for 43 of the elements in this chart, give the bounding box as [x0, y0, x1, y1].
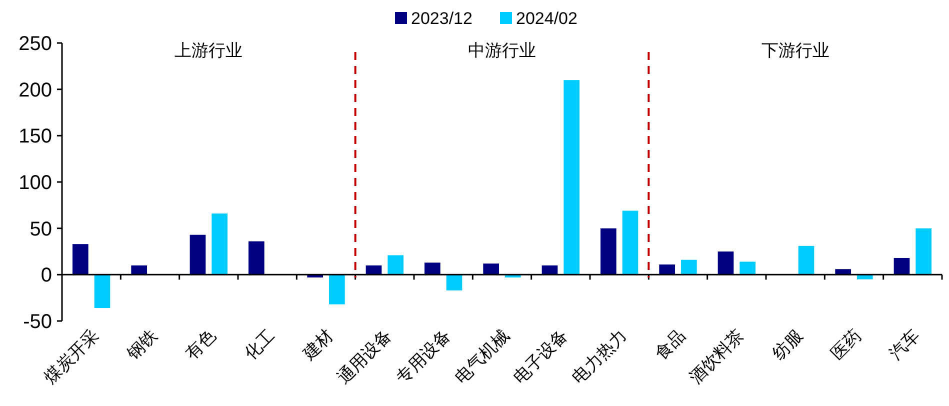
bar — [483, 264, 499, 275]
bar — [916, 228, 932, 275]
bar — [835, 269, 851, 275]
legend-label: 2024/02 — [516, 9, 578, 28]
x-tick-label: 医药 — [827, 326, 865, 364]
legend-label: 2023/12 — [411, 9, 472, 28]
bar — [190, 234, 206, 275]
bar — [894, 258, 910, 275]
y-tick-label: 200 — [18, 79, 52, 102]
y-tick-label: 0 — [40, 264, 52, 287]
bar — [740, 262, 756, 275]
bar — [248, 241, 264, 275]
y-tick-label: 150 — [18, 126, 52, 148]
bar — [564, 80, 580, 275]
x-tick-label: 钢铁 — [122, 326, 161, 364]
x-tick-label: 纺服 — [768, 326, 806, 364]
bar — [446, 274, 462, 290]
bar — [388, 255, 404, 275]
x-tick-label: 汽车 — [886, 326, 924, 364]
bar — [681, 260, 697, 275]
annotation: 中游行业 — [468, 41, 536, 60]
x-tick-label: 有色 — [182, 326, 220, 364]
bar — [622, 210, 638, 275]
bar — [718, 252, 734, 275]
bar — [72, 244, 88, 275]
bar — [600, 228, 616, 275]
bar — [798, 246, 814, 275]
bar — [366, 265, 382, 275]
x-tick-label: 电力热力 — [568, 326, 630, 388]
annotation: 上游行业 — [174, 41, 243, 60]
bar — [131, 265, 147, 275]
y-tick-label: 250 — [18, 33, 52, 55]
bar — [212, 214, 228, 275]
y-tick-label: 50 — [30, 218, 52, 240]
bar — [542, 265, 558, 275]
bar — [424, 262, 440, 275]
bar — [659, 264, 675, 275]
annotation: 下游行业 — [761, 41, 830, 60]
x-tick-label: 化工 — [240, 326, 278, 364]
bar — [329, 274, 345, 304]
y-tick-label: 100 — [18, 172, 52, 194]
y-tick-label: -50 — [23, 311, 52, 333]
bar — [94, 274, 110, 308]
